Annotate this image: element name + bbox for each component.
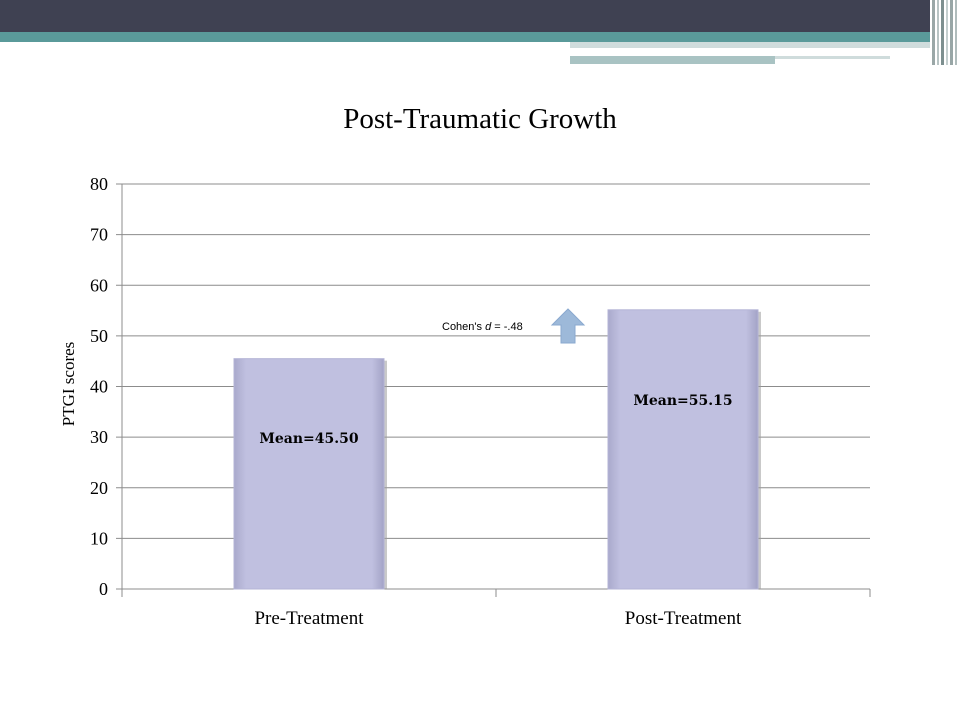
bar [607,309,759,590]
y-tick-label: 30 [90,427,108,447]
x-category-label: Pre-Treatment [254,608,364,629]
effect-size-annotation: Cohen's d = -.48 [442,321,523,333]
chart-title: Post-Traumatic Growth [343,103,617,135]
annotation-suffix: = -.48 [491,321,523,333]
y-tick-label: 20 [90,478,108,498]
annotation-symbol: d [485,321,492,333]
bar [233,358,385,590]
bar-data-label: Mean=45.50 [259,431,358,447]
y-tick-label: 50 [90,326,108,346]
y-tick-label: 40 [90,377,108,397]
y-axis-title: PTGI scores [59,342,78,427]
bar-data-label: Mean=55.15 [633,393,732,409]
y-tick-label: 70 [90,225,108,245]
annotation-prefix: Cohen's [442,321,485,333]
y-tick-label: 0 [99,579,108,599]
up-arrow-icon [550,308,586,344]
y-tick-label: 10 [90,528,108,548]
y-tick-label: 60 [90,275,108,295]
slide-header-decoration [0,0,960,70]
x-category-label: Post-Treatment [625,608,742,629]
y-tick-label: 80 [90,174,108,194]
